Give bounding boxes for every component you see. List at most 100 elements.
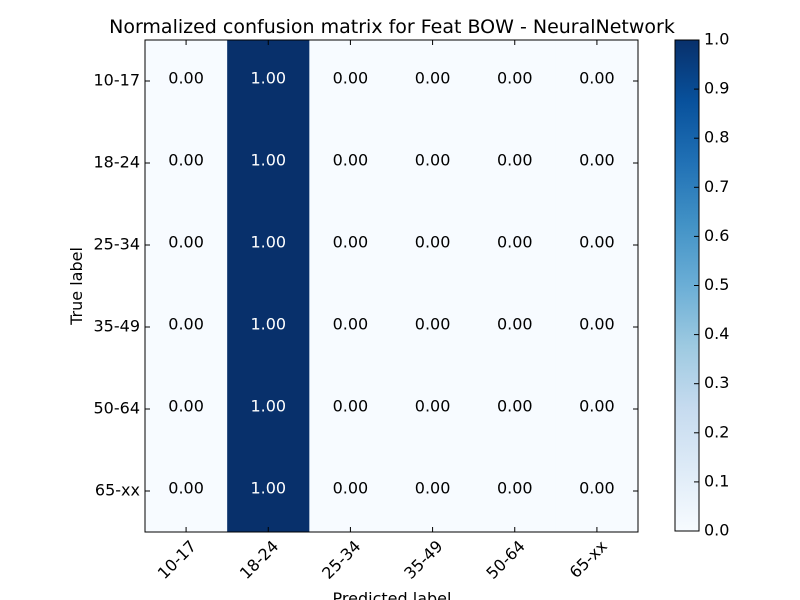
heatmap-cells bbox=[145, 40, 639, 533]
heatmap-cell bbox=[391, 122, 475, 205]
cell-value-label: 0.00 bbox=[579, 397, 615, 416]
heatmap-cell bbox=[145, 286, 228, 369]
heatmap-cell bbox=[309, 204, 392, 287]
colorbar-tick-label: 0.5 bbox=[704, 275, 729, 294]
heatmap-cell bbox=[391, 286, 475, 369]
heatmap-cell bbox=[227, 122, 310, 205]
heatmap-cell bbox=[555, 450, 639, 533]
cell-value-label: 0.00 bbox=[168, 69, 204, 88]
colorbar-tick-label: 0.1 bbox=[704, 471, 729, 490]
heatmap-cell bbox=[309, 368, 392, 451]
cell-value-label: 0.00 bbox=[415, 479, 451, 498]
y-tick-label: 50-64 bbox=[94, 399, 141, 418]
x-tick-label: 10-17 bbox=[154, 537, 200, 583]
cell-value-label: 0.00 bbox=[415, 397, 451, 416]
cell-value-label: 0.00 bbox=[168, 151, 204, 170]
heatmap-cell bbox=[309, 450, 392, 533]
cell-value-label: 0.00 bbox=[579, 69, 615, 88]
heatmap-cell bbox=[473, 368, 557, 451]
cell-value-label: 1.00 bbox=[250, 69, 286, 88]
y-tick-label: 10-17 bbox=[94, 71, 141, 90]
colorbar-tick-label: 0.7 bbox=[704, 177, 729, 196]
heatmap-cell bbox=[555, 204, 639, 287]
heatmap-cell bbox=[227, 368, 310, 451]
heatmap-cell bbox=[555, 122, 639, 205]
heatmap-cell bbox=[309, 286, 392, 369]
cell-value-label: 0.00 bbox=[579, 479, 615, 498]
cell-value-label: 0.00 bbox=[497, 479, 533, 498]
cell-value-label: 0.00 bbox=[168, 233, 204, 252]
cell-value-label: 0.00 bbox=[333, 397, 369, 416]
heatmap-cell bbox=[473, 450, 557, 533]
colorbar-tick-label: 0.2 bbox=[704, 422, 729, 441]
cell-value-label: 0.00 bbox=[415, 151, 451, 170]
y-axis-label: True label bbox=[67, 247, 86, 326]
cell-value-label: 0.00 bbox=[497, 69, 533, 88]
heatmap-cell bbox=[145, 450, 228, 533]
heatmap-cell bbox=[555, 368, 639, 451]
y-axis-ticks: 10-17 18-24 25-34 35-49 50-64 65-xx bbox=[94, 71, 638, 500]
colorbar-ticks: 0.0 0.1 0.2 0.3 0.4 0.5 0.6 0.7 0.8 0.9 1.0 bbox=[694, 30, 729, 540]
heatmap-cell bbox=[473, 40, 557, 123]
cell-value-label: 0.00 bbox=[333, 479, 369, 498]
heatmap-cell bbox=[391, 40, 475, 123]
colorbar-tick-label: 0.4 bbox=[704, 324, 729, 343]
cell-value-label: 1.00 bbox=[250, 397, 286, 416]
plot-frame bbox=[144, 39, 639, 533]
cell-value-label: 0.00 bbox=[333, 151, 369, 170]
heatmap-cell bbox=[145, 40, 228, 123]
cell-value-label: 0.00 bbox=[333, 233, 369, 252]
y-tick-label: 65-xx bbox=[95, 481, 140, 500]
heatmap-cell bbox=[309, 40, 392, 123]
heatmap-cell bbox=[473, 204, 557, 287]
y-tick-label: 18-24 bbox=[94, 153, 141, 172]
colorbar-tick-label: 1.0 bbox=[704, 30, 729, 49]
colorbar-tick-label: 0.6 bbox=[704, 226, 729, 245]
cell-value-label: 0.00 bbox=[579, 315, 615, 334]
heatmap-cell bbox=[473, 122, 557, 205]
cell-value-label: 1.00 bbox=[250, 479, 286, 498]
x-axis-label: Predicted label bbox=[333, 589, 452, 600]
cell-value-label: 0.00 bbox=[168, 479, 204, 498]
heatmap-cell bbox=[145, 122, 228, 205]
heatmap-cell bbox=[391, 204, 475, 287]
chart-title: Normalized confusion matrix for Feat BOW… bbox=[109, 16, 675, 38]
cell-value-label: 0.00 bbox=[497, 397, 533, 416]
heatmap-cell-labels: 0.00 1.00 0.00 0.00 0.00 0.00 0.00 1.00 0.00 0.00… bbox=[168, 69, 614, 498]
heatmap-cell bbox=[145, 204, 228, 287]
heatmap-cell bbox=[145, 368, 228, 451]
cell-value-label: 0.00 bbox=[333, 69, 369, 88]
colorbar-tick-label: 0.9 bbox=[704, 79, 729, 98]
x-tick-label: 18-24 bbox=[236, 537, 282, 583]
heatmap-cell bbox=[555, 40, 639, 123]
heatmap-cell bbox=[309, 122, 392, 205]
colorbar-tick-label: 0.8 bbox=[704, 128, 729, 147]
cell-value-label: 0.00 bbox=[579, 233, 615, 252]
colorbar-tick-label: 0.0 bbox=[704, 521, 729, 540]
x-tick-label: 35-49 bbox=[400, 537, 446, 583]
heatmap-cell bbox=[555, 286, 639, 369]
heatmap-cell bbox=[227, 450, 310, 533]
cell-value-label: 0.00 bbox=[497, 315, 533, 334]
cell-value-label: 0.00 bbox=[415, 69, 451, 88]
cell-value-label: 0.00 bbox=[415, 315, 451, 334]
y-tick-label: 25-34 bbox=[94, 235, 141, 254]
y-tick-label: 35-49 bbox=[94, 317, 141, 336]
cell-value-label: 1.00 bbox=[250, 151, 286, 170]
cell-value-label: 0.00 bbox=[497, 151, 533, 170]
cell-value-label: 0.00 bbox=[168, 397, 204, 416]
x-tick-label: 25-34 bbox=[318, 537, 364, 583]
cell-value-label: 0.00 bbox=[497, 233, 533, 252]
cell-value-label: 0.00 bbox=[579, 151, 615, 170]
heatmap-cell bbox=[227, 40, 310, 123]
cell-value-label: 0.00 bbox=[333, 315, 369, 334]
heatmap-cell bbox=[227, 286, 310, 369]
colorbar-tick-label: 0.3 bbox=[704, 373, 729, 392]
cell-value-label: 1.00 bbox=[250, 315, 286, 334]
heatmap-cell bbox=[391, 368, 475, 451]
cell-value-label: 0.00 bbox=[168, 315, 204, 334]
x-tick-label: 65-xx bbox=[566, 537, 611, 582]
cell-value-label: 1.00 bbox=[250, 233, 286, 252]
heatmap-cell bbox=[473, 286, 557, 369]
